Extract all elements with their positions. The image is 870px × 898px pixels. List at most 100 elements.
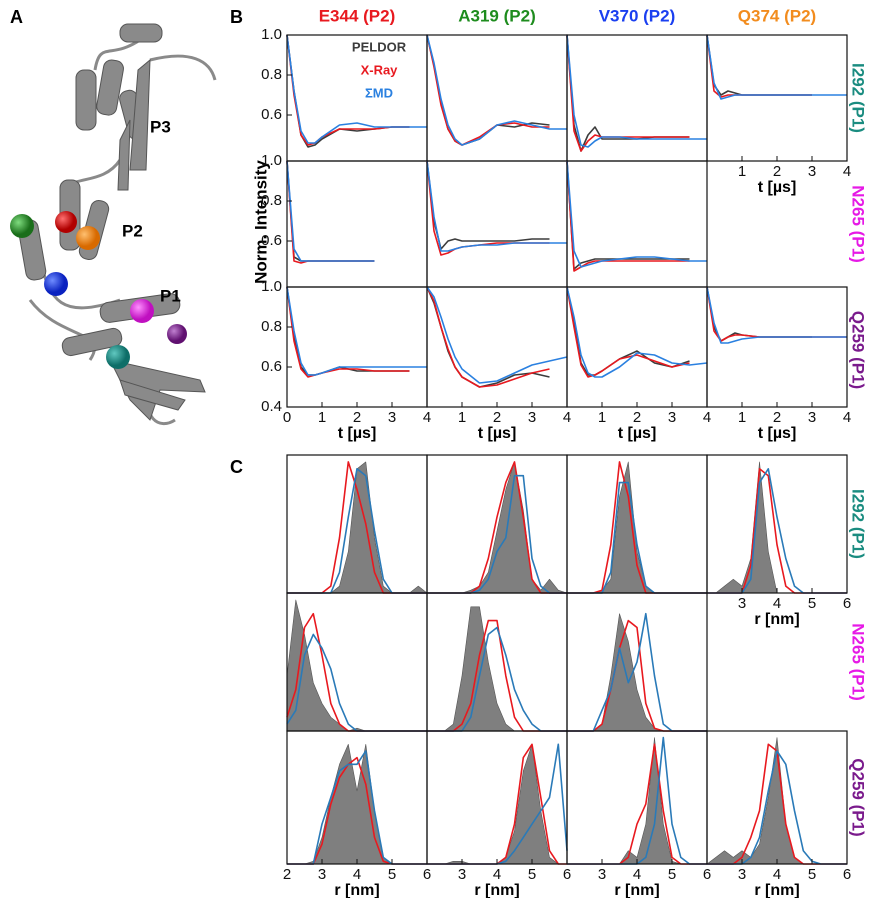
series-line (427, 287, 567, 383)
x-tick-label: 6 (843, 595, 851, 612)
row-label: I292 (P1) (849, 489, 868, 559)
x-tick-label: 4 (773, 595, 781, 612)
x-axis-label: r [nm] (614, 882, 659, 898)
y-tick-label: 1.0 (261, 26, 282, 43)
panel-frame (707, 455, 847, 593)
x-tick-label: 4 (423, 409, 431, 426)
panel-frame (287, 161, 427, 287)
series-line (707, 35, 847, 99)
panel-frame (707, 287, 847, 407)
x-tick-label: 1 (598, 409, 606, 426)
panel-frame (567, 731, 707, 864)
x-tick-label: 4 (703, 409, 711, 426)
domain-label: P2 (122, 221, 143, 240)
column-header: E344 (P2) (319, 6, 396, 25)
x-tick-label: 4 (843, 163, 851, 180)
y-tick-label: 0.6 (261, 358, 282, 375)
legend-entry: PELDOR (352, 39, 407, 54)
series-line (287, 287, 410, 375)
distribution-area (707, 462, 847, 593)
panel-label: A (10, 7, 23, 27)
x-tick-label: 6 (843, 866, 851, 883)
y-tick-label: 1.0 (261, 278, 282, 295)
x-axis-label: t [µs] (618, 425, 657, 442)
row-label: Q259 (P1) (849, 758, 868, 836)
x-axis-label: t [µs] (758, 179, 797, 196)
column-header: A319 (P2) (458, 6, 535, 25)
x-tick-label: 3 (668, 409, 676, 426)
x-tick-label: 5 (668, 866, 676, 883)
x-axis-label: t [µs] (758, 425, 797, 442)
panel-frame (427, 161, 567, 287)
series-line (567, 161, 690, 271)
domain-label: P1 (160, 286, 181, 305)
x-axis-label: t [µs] (338, 425, 377, 442)
series-line (427, 161, 567, 251)
panel-label: B (230, 7, 243, 27)
x-tick-label: 2 (773, 409, 781, 426)
x-tick-label: 4 (493, 866, 501, 883)
x-axis-label: r [nm] (334, 882, 379, 898)
x-tick-label: 3 (808, 163, 816, 180)
series-line (567, 35, 690, 151)
figure: P3 P2 P1 A B C Norm. Intensity E344 (P2)… (0, 0, 870, 898)
distribution-area (287, 600, 427, 731)
x-tick-label: 5 (808, 595, 816, 612)
row-label: Q259 (P1) (849, 311, 868, 389)
series-line (567, 161, 690, 269)
x-tick-label: 0 (283, 409, 291, 426)
y-tick-label: 0.6 (261, 232, 282, 249)
x-tick-label: 3 (738, 595, 746, 612)
series-line (707, 287, 812, 341)
x-axis-label: r [nm] (754, 611, 799, 628)
series-line (567, 287, 690, 377)
x-tick-label: 3 (458, 866, 466, 883)
series-line (707, 287, 847, 343)
distribution-area (427, 462, 567, 593)
distribution-area (287, 744, 427, 864)
row-label: I292 (P1) (849, 63, 868, 133)
x-tick-label: 3 (598, 866, 606, 883)
x-axis-label: r [nm] (754, 882, 799, 898)
series-line (707, 35, 812, 97)
panel-frame (287, 287, 427, 407)
domain-label: P3 (150, 117, 171, 136)
x-tick-label: 1 (318, 409, 326, 426)
distribution-area (567, 738, 707, 864)
y-tick-label: 1.0 (261, 152, 282, 169)
x-tick-label: 2 (773, 163, 781, 180)
series-line (567, 35, 707, 147)
x-tick-label: 3 (738, 866, 746, 883)
x-tick-label: 4 (563, 409, 571, 426)
panel-frame (567, 161, 707, 287)
series-line (287, 161, 375, 261)
series-line (707, 469, 847, 593)
x-tick-label: 2 (283, 866, 291, 883)
legend-entry: X-Ray (361, 62, 399, 77)
series-line (567, 744, 707, 864)
panel-frame (567, 287, 707, 407)
column-header: V370 (P2) (599, 6, 676, 25)
series-line (427, 161, 550, 249)
series-line (707, 35, 812, 95)
protein-structure (10, 24, 215, 424)
series-line (707, 469, 847, 593)
x-axis-label: r [nm] (474, 882, 519, 898)
distribution-area (287, 462, 427, 593)
y-axis-label: Norm. Intensity (251, 160, 270, 284)
series-line (567, 35, 690, 151)
x-tick-label: 1 (458, 409, 466, 426)
y-tick-label: 0.6 (261, 106, 282, 123)
series-line (287, 287, 410, 377)
y-tick-label: 0.8 (261, 66, 282, 83)
x-tick-label: 6 (563, 866, 571, 883)
series-line (427, 35, 550, 145)
series-line (287, 287, 427, 375)
y-tick-label: 0.8 (261, 192, 282, 209)
panel-label: C (230, 457, 243, 477)
x-tick-label: 1 (738, 409, 746, 426)
x-tick-label: 6 (703, 866, 711, 883)
x-tick-label: 5 (808, 866, 816, 883)
x-tick-label: 4 (633, 866, 641, 883)
x-tick-label: 2 (633, 409, 641, 426)
